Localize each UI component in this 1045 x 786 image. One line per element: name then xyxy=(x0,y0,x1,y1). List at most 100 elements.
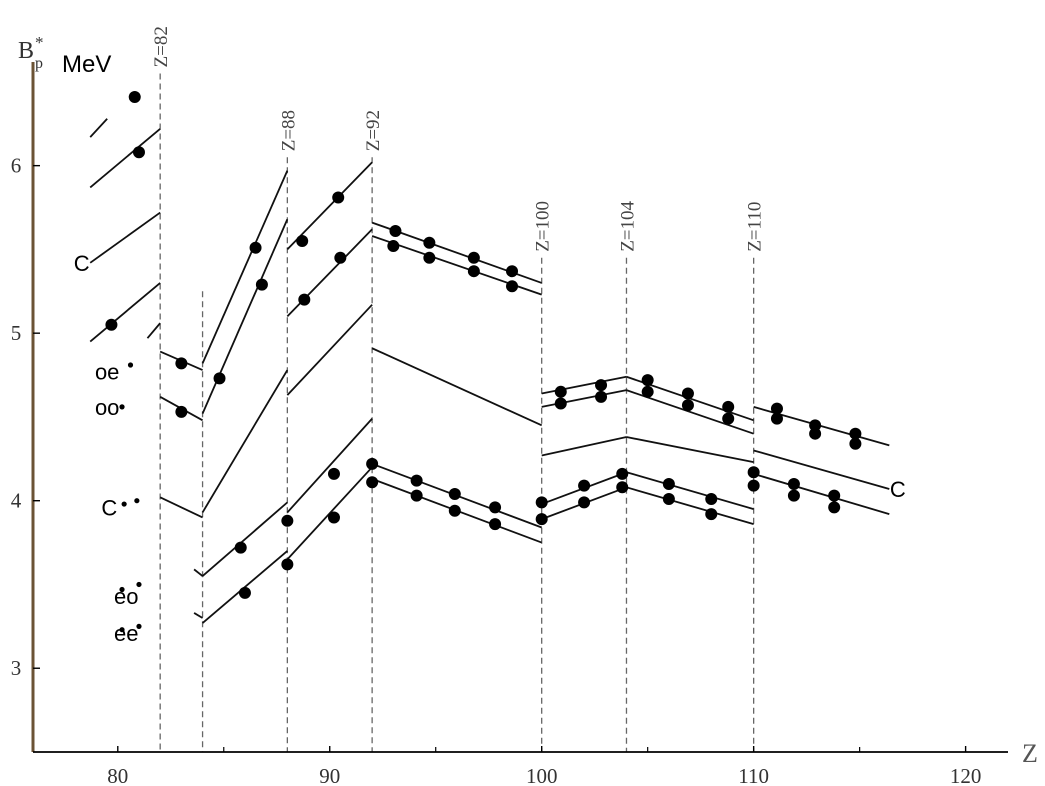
data-point xyxy=(423,236,436,249)
data-point xyxy=(175,405,188,418)
series-segment xyxy=(159,496,203,519)
data-point xyxy=(489,501,502,514)
data-point xyxy=(616,467,629,480)
data-point xyxy=(787,477,800,490)
series-label: eo xyxy=(114,584,138,609)
data-point xyxy=(387,240,400,253)
data-point xyxy=(681,387,694,400)
data-point xyxy=(448,488,461,501)
series-segment xyxy=(286,418,373,514)
data-point xyxy=(128,90,141,103)
data-point xyxy=(616,481,629,494)
data-point xyxy=(175,357,188,370)
series-segment xyxy=(626,486,754,526)
shell-line-label: Z=100 xyxy=(533,201,554,252)
data-point xyxy=(366,457,379,470)
series-segment xyxy=(626,436,754,464)
series-label: oo xyxy=(95,395,119,420)
data-point xyxy=(489,518,502,531)
data-point xyxy=(705,508,718,521)
series-segment xyxy=(201,170,289,364)
data-point xyxy=(722,412,735,425)
data-point xyxy=(327,511,340,524)
data-point xyxy=(410,489,423,502)
data-point xyxy=(249,241,262,254)
data-point xyxy=(747,466,760,479)
leader-dots xyxy=(119,362,142,633)
series-segment xyxy=(89,128,161,189)
data-point xyxy=(281,558,294,571)
data-point xyxy=(770,412,783,425)
series-segment xyxy=(626,471,754,510)
data-point xyxy=(595,390,608,403)
data-point xyxy=(578,479,591,492)
y-tick-label: 3 xyxy=(11,656,22,680)
shell-lines: Z=82 Z=88 Z=92 Z=100 Z=104 Z=110 xyxy=(151,26,766,752)
series-segment xyxy=(89,282,161,343)
data-point xyxy=(849,437,862,450)
data-point xyxy=(662,493,675,506)
series-segment xyxy=(541,389,627,408)
series-label: ee xyxy=(114,621,138,646)
leader-dot xyxy=(136,581,142,588)
series-segment xyxy=(89,118,108,138)
series-segment xyxy=(89,211,161,264)
data-point xyxy=(641,374,654,387)
data-point xyxy=(238,586,251,599)
data-point xyxy=(722,400,735,413)
data-point xyxy=(332,191,345,204)
series-segment xyxy=(201,369,289,513)
y-tick-label: 4 xyxy=(11,489,22,513)
series-segment xyxy=(753,449,890,490)
x-tick-label: 90 xyxy=(319,764,340,786)
data-point xyxy=(506,280,519,293)
series-label: C xyxy=(74,251,90,276)
leader-dot xyxy=(119,627,125,633)
data-point xyxy=(595,379,608,392)
series-lines xyxy=(89,118,890,624)
data-point xyxy=(255,278,268,291)
series-label: oe xyxy=(95,360,119,385)
series-segment xyxy=(201,218,289,414)
data-point xyxy=(298,293,311,306)
series-segment xyxy=(201,501,288,577)
data-point xyxy=(467,251,480,264)
data-point xyxy=(213,372,226,385)
y-tick-label: 6 xyxy=(11,154,22,178)
data-point xyxy=(234,541,247,554)
data-point xyxy=(809,419,822,432)
series-segment xyxy=(193,568,204,577)
x-axis-label: Z xyxy=(1022,739,1038,768)
leader-dot xyxy=(127,362,134,368)
series-segment xyxy=(541,436,627,457)
series-segment xyxy=(753,473,890,515)
y-tick-label: 5 xyxy=(11,321,22,345)
data-point xyxy=(535,513,548,526)
data-point xyxy=(578,496,591,509)
leader-dot xyxy=(134,498,140,504)
data-point xyxy=(809,427,822,440)
data-point xyxy=(705,493,718,506)
shell-line-label: Z=92 xyxy=(363,110,384,151)
data-point xyxy=(787,489,800,502)
data-point xyxy=(327,467,340,480)
series-segment xyxy=(146,322,161,339)
data-point xyxy=(681,399,694,412)
shell-line-label: Z=110 xyxy=(745,202,766,252)
data-point xyxy=(281,514,294,527)
leader-dot xyxy=(136,623,142,629)
data-point xyxy=(770,402,783,415)
series-labels: Coe oo Ceo ee C xyxy=(74,251,906,646)
leader-dot xyxy=(119,586,125,593)
data-point xyxy=(641,385,654,398)
shell-line-label: Z=88 xyxy=(278,110,299,151)
data-point xyxy=(849,427,862,440)
y-axis-label: MeV xyxy=(62,51,111,78)
data-point xyxy=(132,146,145,159)
data-point xyxy=(366,476,379,489)
x-tick-label: 120 xyxy=(950,764,982,786)
series-segment xyxy=(286,161,373,251)
data-point xyxy=(296,235,309,248)
